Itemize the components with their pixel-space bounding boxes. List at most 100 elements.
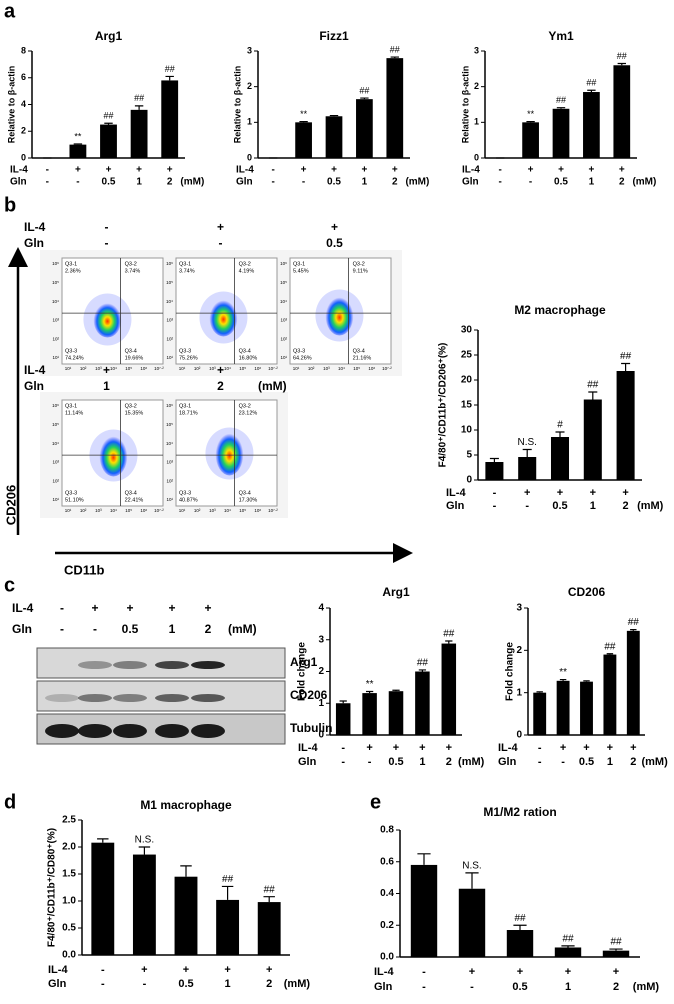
bar bbox=[485, 462, 504, 480]
flow-row-name: IL-4 bbox=[24, 363, 46, 377]
significance-label: ## bbox=[562, 934, 574, 945]
error-bar bbox=[630, 628, 637, 631]
chart-title: Arg1 bbox=[95, 29, 123, 43]
flow-x-tick: 10² bbox=[80, 366, 87, 371]
error-bar bbox=[299, 121, 308, 123]
chart-title: Arg1 bbox=[382, 585, 410, 599]
error-bar bbox=[339, 700, 347, 704]
bar bbox=[533, 692, 547, 735]
bar bbox=[415, 671, 430, 735]
x-tick-label: + bbox=[106, 165, 112, 176]
blot-band bbox=[45, 694, 79, 702]
chart-title: CD206 bbox=[568, 585, 606, 599]
bar bbox=[325, 116, 343, 158]
significance-label: ## bbox=[604, 641, 616, 652]
flow-y-tick: 10³ bbox=[166, 460, 173, 465]
significance-label: ## bbox=[443, 629, 455, 640]
bar bbox=[69, 144, 87, 158]
bar bbox=[295, 122, 312, 158]
x-tick-label: + bbox=[266, 964, 272, 976]
quadrant-name: Q3-1 bbox=[65, 261, 77, 267]
bar bbox=[583, 92, 600, 158]
x-tick-label: - bbox=[561, 756, 565, 768]
panel-letter: e bbox=[370, 791, 381, 813]
x-tick-label: - bbox=[143, 978, 147, 990]
x-tick-label: 1 bbox=[607, 756, 613, 768]
x-row-name: IL-4 bbox=[298, 742, 318, 754]
flow-y-tick: 10⁵ bbox=[280, 280, 287, 285]
blot-lane-label: - bbox=[60, 622, 64, 636]
bar bbox=[556, 680, 570, 735]
y-tick-label: 4 bbox=[21, 99, 26, 109]
blot-lane-label: + bbox=[91, 601, 98, 615]
x-unit: (mM) bbox=[637, 500, 664, 512]
x-tick-label: + bbox=[619, 165, 625, 176]
significance-label: ## bbox=[586, 78, 596, 88]
error-bar bbox=[134, 105, 144, 110]
flow-x-tick: 10⁶ bbox=[140, 366, 147, 371]
x-tick-label: + bbox=[622, 487, 628, 499]
x-tick-label: 2 bbox=[446, 756, 452, 768]
flow-x-tick: 10⁴ bbox=[224, 366, 231, 371]
error-bar bbox=[606, 653, 614, 655]
x-tick-label: 1 bbox=[136, 177, 142, 188]
flow-gln: - bbox=[219, 236, 223, 250]
y-axis-label: F4/80⁺/CD11b⁺/CD80⁺(%) bbox=[47, 828, 58, 947]
error-bar bbox=[138, 846, 151, 855]
flow-y-tick: 10³ bbox=[52, 460, 59, 465]
significance-label: ** bbox=[527, 109, 535, 119]
flow-x-tick: 10⁵ bbox=[125, 508, 132, 513]
x-row-name: IL-4 bbox=[10, 165, 28, 176]
y-tick-label: 2 bbox=[474, 81, 479, 91]
significance-label: ** bbox=[559, 667, 567, 678]
x-tick-label: + bbox=[588, 165, 594, 176]
quadrant-name: Q3-3 bbox=[65, 348, 77, 354]
error-bar bbox=[465, 872, 479, 889]
error-bar bbox=[390, 56, 399, 59]
bar bbox=[580, 681, 593, 735]
chart-title: Fizz1 bbox=[319, 29, 349, 43]
blot-band bbox=[191, 724, 225, 738]
significance-label: ## bbox=[556, 95, 566, 105]
quadrant-value: 17.30% bbox=[239, 497, 258, 503]
chart-title: M1/M2 ration bbox=[483, 805, 556, 819]
flow-y-tick: 10⁴ bbox=[52, 441, 59, 446]
x-row-name: Gln bbox=[462, 177, 479, 188]
x-tick-label: + bbox=[361, 165, 367, 176]
y-tick-label: 3 bbox=[474, 45, 479, 55]
flow-y-tick: 10⁴ bbox=[166, 299, 173, 304]
flow-il4: - bbox=[105, 220, 109, 234]
x-tick-label: + bbox=[469, 966, 475, 978]
flow-axis-x: CD11b bbox=[64, 562, 105, 577]
panel-letter: d bbox=[4, 791, 16, 813]
flow-x-tick: 10⁶ bbox=[254, 508, 261, 513]
significance-label: ## bbox=[620, 351, 632, 362]
x-unit: (mM) bbox=[180, 177, 204, 188]
y-tick-label: 30 bbox=[461, 325, 473, 336]
quadrant-name: Q3-4 bbox=[353, 348, 365, 354]
flow-gln: 0.5 bbox=[326, 236, 343, 250]
x-tick-label: - bbox=[341, 756, 345, 768]
significance-label: N.S. bbox=[517, 437, 536, 448]
x-tick-label: + bbox=[75, 165, 81, 176]
error-bar bbox=[97, 838, 109, 843]
flow-y-tick: 10¹ bbox=[166, 497, 173, 502]
bar bbox=[616, 371, 635, 480]
blot-lane-label: - bbox=[93, 622, 97, 636]
x-tick-label: + bbox=[557, 487, 563, 499]
bar bbox=[161, 80, 179, 158]
y-axis-label: Fold change bbox=[505, 642, 516, 701]
x-tick-label: 2 bbox=[613, 981, 619, 993]
flow-y-tick: 10³ bbox=[166, 318, 173, 323]
error-bar bbox=[165, 75, 174, 81]
y-tick-label: 15 bbox=[461, 400, 473, 411]
x-tick-label: 2 bbox=[167, 177, 173, 188]
x-unit: (mM) bbox=[458, 756, 485, 768]
x-tick-label: - bbox=[272, 177, 275, 188]
blot-band bbox=[78, 724, 112, 738]
flow-y-tick: 10² bbox=[166, 336, 173, 341]
bar bbox=[458, 888, 486, 957]
x-tick-label: - bbox=[493, 500, 497, 512]
x-tick-label: 2 bbox=[630, 756, 636, 768]
quadrant-value: 40.87% bbox=[179, 497, 198, 503]
